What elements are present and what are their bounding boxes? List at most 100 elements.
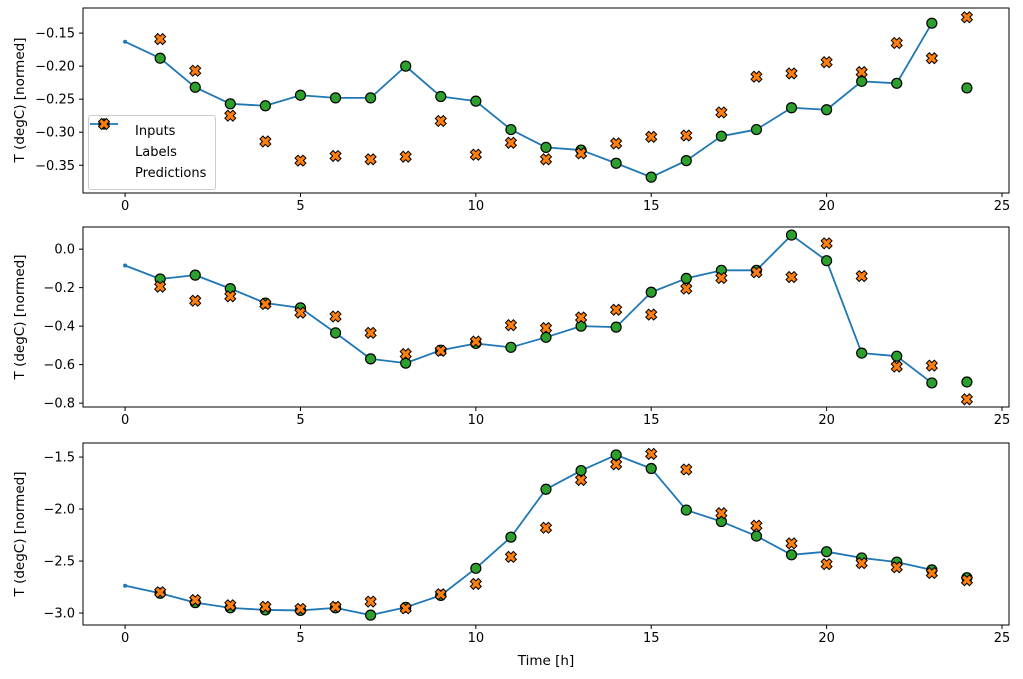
predictions-marker [189,294,202,307]
predictions-marker [609,303,623,316]
predictions-marker [820,56,833,69]
inputs-point-marker [123,583,128,588]
axes-frame [82,226,1010,408]
predictions-marker [539,321,553,335]
labels-marker [365,353,377,365]
predictions-marker [960,574,974,587]
y-tick-label: −0.25 [35,93,75,108]
x-tick-label: 0 [121,631,129,646]
predictions-marker [645,447,658,461]
predictions-marker [890,360,903,373]
predictions-marker [680,129,693,142]
predictions-marker [364,595,377,608]
labels-marker [961,376,973,388]
labels-marker [680,504,692,516]
predictions-marker [715,271,728,285]
labels-marker [926,17,938,29]
legend-label-predictions: Predictions [135,166,207,181]
labels-marker [154,52,166,64]
predictions-marker [259,600,272,613]
legend-item-labels: Labels [97,118,207,163]
predictions-marker [399,150,412,163]
predictions-marker [189,593,202,607]
x-tick-label: 5 [296,631,304,646]
y-tick-label: −0.15 [35,27,75,42]
predictions-marker [820,558,833,571]
predictions-marker [259,297,272,311]
predictions-marker [434,588,447,601]
labels-marker [505,531,517,543]
x-tick-label: 10 [468,413,485,428]
x-tick-label: 20 [818,199,835,214]
predictions-marker [645,308,658,321]
x-axis-label: Time [h] [517,653,575,669]
predictions-marker [294,602,307,616]
predictions-marker [960,393,974,406]
labels-marker [610,157,622,169]
labels-marker [785,229,798,241]
labels-marker [750,530,763,542]
x-tick-label: 0 [121,199,129,214]
labels-marker [470,562,482,574]
x-tick-label: 15 [643,413,660,428]
predictions-marker [504,319,518,332]
labels-marker [505,123,517,136]
labels-marker [400,60,412,72]
inputs-point-marker [123,39,128,44]
x-tick-label: 25 [994,199,1011,214]
x-tick-label: 10 [468,631,485,646]
predictions-marker [224,290,237,303]
x-tick-label: 0 [121,413,129,428]
predictions-marker [154,280,167,293]
predictions-marker [504,136,518,149]
y-tick-label: −0.30 [35,126,75,141]
labels-marker [821,546,833,558]
predictions-marker [750,519,763,532]
predictions-marker [925,566,938,580]
labels-marker [329,92,342,104]
predictions-marker [469,148,483,161]
y-tick-label: 0.0 [54,243,75,258]
y-axis-label-top: T (degC) [normed] [12,37,28,163]
predictions-marker [329,600,342,613]
subplot-0: 0 5 10 15 20 25 −0.15 −0.20 −0.25 −0.30 −0.35 [35,7,1011,214]
y-tick-label: −0.20 [35,60,75,75]
predictions-marker [539,521,553,534]
predictions-marker [750,70,763,83]
labels-marker [224,98,236,110]
labels-marker [785,102,798,114]
labels-marker [926,377,938,389]
labels-marker [294,89,307,101]
legend-label-labels: Labels [135,145,177,160]
predictions-marker [680,282,693,295]
legend: Inputs Labels Predictions [88,115,216,190]
x-tick-label: 15 [643,631,660,646]
predictions-marker [960,11,974,24]
predictions-marker [715,106,728,119]
predictions-marker [154,32,167,46]
predictions-marker [294,306,307,319]
labels-marker [365,609,377,621]
labels-marker [785,549,798,561]
labels-marker [961,82,973,94]
predictions-marker [890,36,903,50]
predictions-marker [154,586,167,599]
labels-marker [680,272,692,285]
legend-label-inputs: Inputs [135,124,176,139]
x-tick-label: 10 [468,199,485,214]
y-tick-label: −1.5 [43,451,75,466]
predictions-marker [925,52,938,65]
predictions-marker [259,135,272,148]
predictions-marker [609,137,623,150]
predictions-marker [504,550,518,564]
subplot-2: 0 5 10 15 20 25 −1.5 −2.0 −2.5 −3.0 [43,442,1010,646]
axes-frame [82,7,1010,194]
labels-marker [575,464,587,477]
x-tick-label: 20 [818,631,835,646]
labels-marker [435,90,447,103]
predictions-marker [364,153,377,166]
y-axis-label-middle: T (degC) [normed] [12,254,28,380]
predictions-marker [189,64,202,77]
predictions-marker [434,344,447,357]
